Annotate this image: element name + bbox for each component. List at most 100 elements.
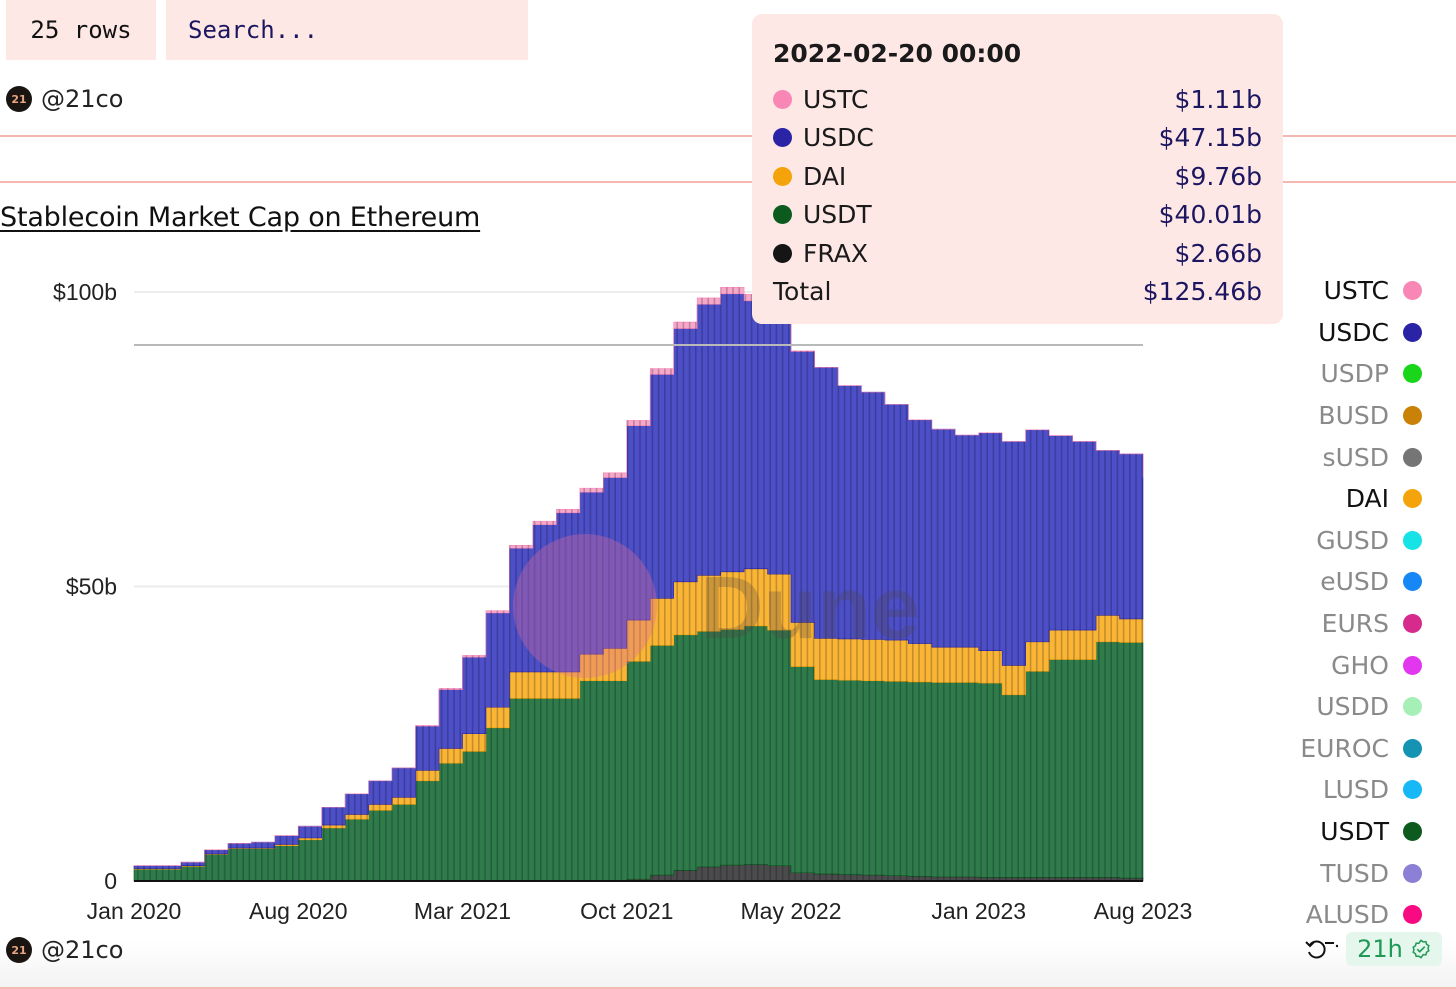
- bar-stripe: [316, 287, 319, 881]
- bar-stripe: [967, 287, 970, 881]
- footer: [0, 940, 1456, 987]
- bar-stripe: [527, 287, 530, 881]
- bar-stripe: [205, 287, 207, 881]
- bar-stripe: [794, 287, 796, 881]
- legend-label: sUSD: [1322, 442, 1389, 472]
- bar-stripe: [434, 287, 437, 881]
- legend-color-dot: [1403, 572, 1422, 592]
- verified-check-icon: [1412, 939, 1430, 959]
- bar-stripe: [806, 287, 809, 881]
- series-color-dot: [773, 243, 792, 263]
- legend-item-busd[interactable]: BUSD: [1232, 395, 1422, 437]
- bar-stripe: [831, 287, 833, 881]
- legend-item-alusd[interactable]: ALUSD: [1232, 894, 1422, 936]
- author-link[interactable]: 21 @21co: [6, 84, 123, 114]
- legend-item-usdc[interactable]: USDC: [1232, 312, 1422, 354]
- bar-stripe: [819, 287, 821, 881]
- legend-item-gusd[interactable]: GUSD: [1232, 520, 1422, 562]
- legend-item-dai[interactable]: DAI: [1232, 478, 1422, 520]
- legend-item-gho[interactable]: GHO: [1232, 644, 1422, 686]
- series-color-dot: [773, 89, 792, 109]
- legend-item-eusd[interactable]: eUSD: [1232, 561, 1422, 603]
- legend-item-eurs[interactable]: EURS: [1232, 603, 1422, 645]
- chart-legend: USTC USDC USDP BUSD sUSD DAI GUSD eUSD EURS GHO US…: [1232, 270, 1422, 936]
- legend-label: EUROC: [1300, 733, 1389, 763]
- bar-stripe: [174, 287, 176, 881]
- chart-title[interactable]: Stablecoin Market Cap on Ethereum: [0, 202, 481, 233]
- bar-stripe: [986, 287, 988, 881]
- bar-stripe: [930, 287, 933, 881]
- dune-watermark: Dune: [513, 534, 920, 678]
- author-handle[interactable]: @21co: [41, 85, 124, 113]
- tooltip-series-value: $9.76b: [1174, 161, 1262, 191]
- bar-stripe: [893, 287, 895, 881]
- bar-stripe: [329, 287, 331, 881]
- legend-item-usdd[interactable]: USDD: [1232, 686, 1422, 728]
- bar-stripe: [199, 287, 201, 881]
- rows-count-button[interactable]: 25 rows: [6, 0, 156, 60]
- bar-stripe: [1110, 287, 1112, 881]
- search-input[interactable]: Search...: [166, 0, 528, 60]
- bar-stripe: [521, 287, 523, 881]
- dune-watermark-text: Dune: [700, 558, 920, 657]
- bar-stripe: [719, 287, 722, 881]
- bar-stripe: [577, 287, 579, 881]
- x-tick-label: Jan 2020: [87, 898, 182, 924]
- legend-label: USDD: [1316, 692, 1389, 722]
- bar-stripe: [261, 287, 263, 881]
- bar-stripe: [161, 287, 164, 881]
- table-toolbar: 25 rows Search...: [0, 0, 1456, 62]
- bar-stripe: [273, 287, 275, 881]
- freshness-badge[interactable]: 21h: [1346, 932, 1442, 966]
- bar-stripe: [285, 287, 288, 881]
- legend-item-lusd[interactable]: LUSD: [1232, 769, 1422, 811]
- tooltip-total-row: Total $125.46b: [773, 273, 1262, 312]
- chart-areas: [133, 286, 1144, 882]
- bar-stripe: [788, 287, 790, 881]
- bar-stripe: [949, 287, 951, 881]
- bar-stripe: [137, 287, 139, 881]
- bar-stripe: [670, 287, 672, 881]
- bar-stripe: [502, 287, 505, 881]
- legend-item-usdp[interactable]: USDP: [1232, 353, 1422, 395]
- legend-item-susd[interactable]: sUSD: [1232, 436, 1422, 478]
- bar-stripe: [850, 287, 852, 881]
- legend-label: DAI: [1345, 484, 1389, 514]
- bar-stripe: [391, 287, 393, 881]
- bar-stripe: [614, 287, 616, 881]
- bar-stripe: [310, 287, 313, 881]
- bar-stripe: [540, 287, 542, 881]
- legend-color-dot: [1403, 406, 1422, 426]
- bar-stripe: [881, 287, 883, 881]
- bar-stripe: [974, 287, 976, 881]
- legend-item-ustc[interactable]: USTC: [1232, 270, 1422, 312]
- legend-item-euroc[interactable]: EUROC: [1232, 728, 1422, 770]
- tooltip-series-value: $2.66b: [1174, 238, 1262, 268]
- bar-stripe: [732, 287, 734, 881]
- bar-stripe: [682, 287, 685, 881]
- freshness-label: 21h: [1357, 935, 1403, 963]
- bar-stripe: [515, 287, 517, 881]
- bar-stripe: [602, 287, 604, 881]
- bar-stripe: [1005, 287, 1007, 881]
- legend-color-dot: [1403, 364, 1422, 384]
- footer-author-link[interactable]: 21 @21co: [6, 935, 123, 965]
- legend-label: BUSD: [1318, 401, 1389, 431]
- legend-item-usdt[interactable]: USDT: [1232, 811, 1422, 853]
- legend-item-tusd[interactable]: TUSD: [1232, 852, 1422, 894]
- x-tick-label: Aug 2020: [249, 898, 347, 924]
- refresh-icon[interactable]: [1304, 934, 1340, 964]
- bar-stripe: [546, 287, 548, 881]
- bar-stripe: [583, 287, 585, 881]
- footer-author-handle[interactable]: @21co: [41, 936, 124, 964]
- bar-stripe: [874, 287, 877, 881]
- bar-stripe: [695, 287, 697, 881]
- stacked-area-chart[interactable]: Dune 0 $50b $100b Jan 2020 Aug 2020 Mar 2021…: [0, 240, 1260, 930]
- bar-stripe: [341, 287, 344, 881]
- x-tick-label: Jan 2023: [931, 898, 1026, 924]
- legend-label: EURS: [1321, 609, 1389, 639]
- chart-tooltip: 2022-02-20 00:00 USTC $1.11b USDC $47.15b DA…: [752, 14, 1283, 324]
- bar-stripe: [769, 287, 771, 881]
- bar-stripe: [701, 287, 703, 881]
- bar-stripe: [992, 287, 995, 881]
